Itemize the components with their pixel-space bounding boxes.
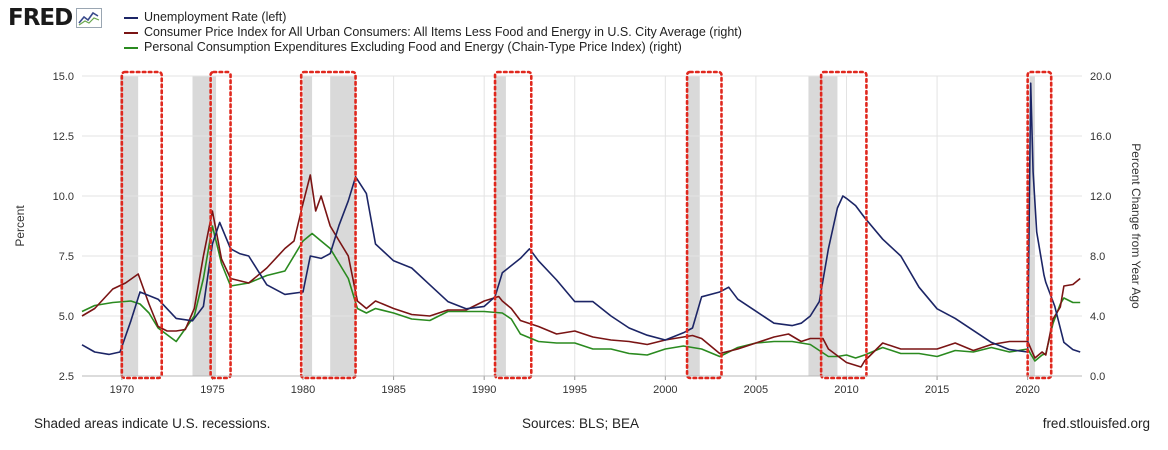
legend-swatch-cpi: [124, 31, 138, 34]
x-tick-label: 2020: [1015, 384, 1039, 396]
highlight-annotation: [299, 70, 357, 380]
chart-legend: Unemployment Rate (left) Consumer Price …: [124, 10, 742, 55]
fred-logo-text: FRED: [8, 5, 73, 31]
x-tick-label: 1980: [291, 384, 315, 396]
x-tick-label: 2000: [653, 384, 677, 396]
recession-band: [687, 76, 700, 376]
y-tick-label-right: 16.0: [1090, 131, 1111, 143]
y-tick-label-left: 10.0: [53, 191, 74, 203]
legend-label-unemployment: Unemployment Rate (left): [144, 10, 287, 24]
highlight-annotation: [819, 70, 868, 380]
legend-item-unemployment[interactable]: Unemployment Rate (left): [124, 10, 742, 25]
y-axis-label-right: Percent Change from Year Ago: [1129, 143, 1143, 309]
legend-item-cpi[interactable]: Consumer Price Index for All Urban Consu…: [124, 25, 742, 40]
highlight-annotation: [493, 70, 533, 380]
x-tick-label: 1985: [381, 384, 405, 396]
x-tick-label: 1995: [563, 384, 587, 396]
x-tick-label: 2010: [834, 384, 858, 396]
fred-logo[interactable]: FRED: [8, 5, 103, 31]
y-tick-label-right: 0.0: [1090, 371, 1105, 383]
y-axis-label-left: Percent: [13, 205, 27, 247]
y-tick-label-right: 20.0: [1090, 71, 1111, 83]
chart-footer: Shaded areas indicate U.S. recessions. S…: [0, 412, 1168, 442]
y-tick-label-right: 8.0: [1090, 251, 1105, 263]
series-line-pce: [81, 225, 1081, 362]
highlight-annotation: [209, 70, 232, 380]
legend-label-cpi: Consumer Price Index for All Urban Consu…: [144, 25, 742, 39]
y-tick-label-left: 12.5: [53, 131, 74, 143]
sources-note: Sources: BLS; BEA: [522, 416, 640, 431]
recession-band: [808, 76, 838, 376]
x-tick-label: 2005: [744, 384, 768, 396]
highlight-annotation: [120, 70, 164, 380]
series-line-cpi: [81, 174, 1081, 368]
x-tick-label: 1970: [110, 384, 134, 396]
recession-band: [303, 76, 313, 376]
recession-band: [495, 76, 506, 376]
highlight-annotation: [1026, 70, 1053, 380]
legend-swatch-unemployment: [124, 16, 138, 19]
y-tick-label-right: 4.0: [1090, 311, 1105, 323]
plot-background: [82, 76, 1082, 376]
line-chart: 2.5 0.0 5.0 4.0 7.5 8.0 10.0 12.0 12.5 16.0 15.0 20…: [13, 70, 1143, 396]
chart-line-icon: [76, 8, 103, 28]
y-tick-label-left: 7.5: [59, 251, 74, 263]
highlight-annotation: [685, 70, 723, 380]
series-line-unemployment: [81, 82, 1081, 356]
x-tick-label: 1975: [200, 384, 224, 396]
chart-header: FRED Unemployment Rate (left) Consumer P…: [0, 0, 1168, 62]
chart-area: 2.5 0.0 5.0 4.0 7.5 8.0 10.0 12.0 12.5 16.0 15.0 20…: [0, 62, 1168, 410]
x-tick-label: 1990: [472, 384, 496, 396]
x-tick-label: 2015: [925, 384, 949, 396]
y-tick-label-left: 15.0: [53, 71, 74, 83]
legend-item-pce[interactable]: Personal Consumption Expenditures Exclud…: [124, 40, 742, 55]
y-tick-label-left: 5.0: [59, 311, 74, 323]
legend-swatch-pce: [124, 46, 138, 49]
recession-note: Shaded areas indicate U.S. recessions.: [34, 416, 271, 431]
y-tick-label-left: 2.5: [59, 371, 74, 383]
y-tick-label-right: 12.0: [1090, 191, 1111, 203]
recession-band: [330, 76, 356, 376]
site-link[interactable]: fred.stlouisfed.org: [1042, 416, 1150, 431]
recession-band: [1029, 76, 1035, 376]
legend-label-pce: Personal Consumption Expenditures Exclud…: [144, 40, 682, 54]
